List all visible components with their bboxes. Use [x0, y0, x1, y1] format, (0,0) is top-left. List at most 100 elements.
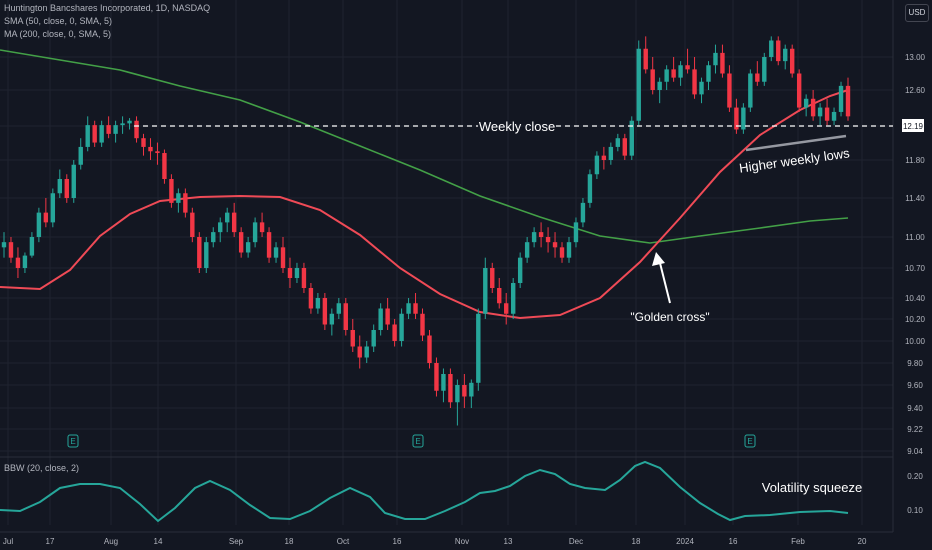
volatility-squeeze-label: Volatility squeeze [762, 480, 862, 495]
time-tick-label: 16 [729, 537, 738, 546]
time-tick-label: 14 [154, 537, 163, 546]
candle-body [113, 125, 118, 134]
candle-body [762, 57, 767, 82]
price-tick-label: 12.19 [903, 122, 924, 131]
candle-body [692, 69, 697, 95]
candle-body [78, 146, 83, 165]
candle-body [657, 81, 662, 90]
sma-legend: SMA (50, close, 0, SMA, 5) [4, 16, 113, 26]
candle-body [371, 330, 376, 347]
candle-body [538, 232, 544, 237]
time-tick-label: 13 [504, 537, 513, 546]
currency-button[interactable]: USD [905, 4, 929, 22]
candle-body [824, 107, 830, 121]
earnings-marker [67, 434, 79, 448]
candle-body [92, 125, 97, 143]
candle-body [322, 298, 328, 325]
candle-body [706, 65, 711, 82]
time-tick-label: Feb [791, 537, 805, 546]
candle-body [273, 247, 279, 258]
earnings-marker-label: E [70, 437, 75, 446]
candle-body [803, 98, 809, 108]
candle-body [524, 242, 530, 258]
candle-body [36, 212, 42, 237]
candle-body [106, 125, 111, 134]
candle-body [510, 283, 516, 314]
candle-body [845, 85, 851, 117]
candle-body [211, 232, 216, 243]
candles [1, 36, 851, 426]
bbw-tick-label: 0.20 [907, 472, 923, 481]
candle-body [399, 313, 404, 341]
candle-body [573, 222, 579, 243]
candle-body [587, 174, 593, 203]
candle-body [727, 73, 732, 108]
candle-body [504, 303, 509, 314]
candle-body [280, 247, 286, 268]
time-tick-label: Aug [104, 537, 118, 546]
candle-body [343, 303, 348, 330]
candle-body [350, 330, 355, 347]
time-tick-label: Dec [569, 537, 583, 546]
candle-body [301, 268, 307, 288]
bbw-panel: Volatility squeeze [0, 460, 862, 523]
price-tick-label: 10.20 [905, 315, 926, 324]
price-tick-label: 10.40 [905, 294, 926, 303]
higher-lows-line [745, 134, 847, 152]
candle-body [608, 146, 614, 160]
time-tick-label: Sep [229, 537, 244, 546]
candle-body [231, 212, 237, 233]
weekly-close-label: Weekly close [479, 119, 555, 134]
candle-body [315, 298, 321, 309]
candle-body [385, 308, 390, 325]
candle-body [741, 107, 746, 130]
candle-body [120, 123, 125, 126]
earnings-marker [744, 434, 756, 448]
candle-body [204, 242, 209, 268]
candle-body [148, 146, 153, 152]
candle-body [531, 232, 537, 243]
axes: 13.00 12.60 12.19 11.80 11.40 11.00 10.70 10.40… [0, 53, 926, 546]
price-tick-label: 12.60 [905, 86, 926, 95]
time-tick-label: Nov [455, 537, 469, 546]
candle-body [50, 193, 56, 223]
candle-body [559, 247, 565, 258]
price-tick-label: 9.60 [907, 381, 923, 390]
candle-body [580, 202, 586, 223]
time-tick-label: Jul [3, 537, 13, 546]
candle-body [671, 69, 676, 78]
earnings-marker-label: E [415, 437, 420, 446]
candle-body [287, 268, 293, 278]
candle-body [336, 303, 342, 314]
grid-lines [0, 0, 894, 532]
candle-body [783, 48, 788, 62]
candle-body [769, 40, 774, 57]
candle-body [650, 69, 655, 90]
candle-body [622, 138, 627, 156]
candle-body [497, 288, 502, 304]
bbw-path [0, 460, 849, 523]
bbw-legend: BBW (20, close, 2) [4, 463, 80, 473]
candle-body [29, 237, 35, 256]
earnings-marker [412, 434, 424, 448]
candle-body [517, 257, 523, 283]
candle-body [413, 303, 418, 314]
chart-title: Huntington Bancshares Incorporated, 1D, … [4, 3, 211, 13]
candle-body [8, 242, 14, 258]
candle-body [552, 242, 558, 248]
candle-body [197, 237, 202, 268]
candle-body [490, 268, 495, 288]
candle-body [134, 120, 139, 139]
candle-body [357, 346, 362, 358]
ma200-path [0, 49, 849, 244]
candle-body [664, 69, 669, 82]
candle-body [734, 107, 739, 130]
candle-body [831, 111, 837, 121]
candle-body [685, 65, 690, 70]
price-tick-label: 10.70 [905, 264, 926, 273]
candle-body [427, 335, 432, 363]
candle-body [392, 324, 397, 341]
candle-body [183, 193, 188, 213]
